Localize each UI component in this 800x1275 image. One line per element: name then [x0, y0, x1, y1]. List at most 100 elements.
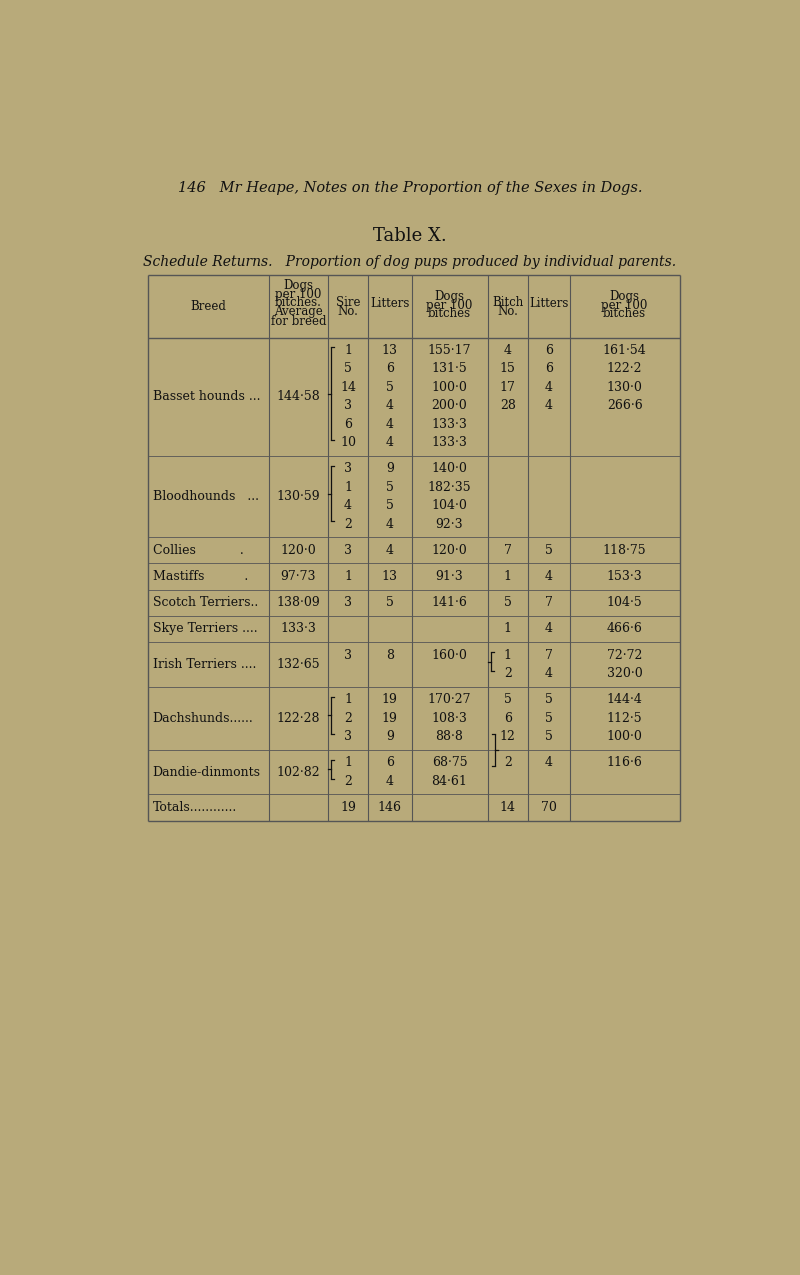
- Text: 7: 7: [545, 597, 553, 609]
- Text: 266·6: 266·6: [607, 399, 642, 412]
- Text: Scotch Terriers..: Scotch Terriers..: [153, 597, 258, 609]
- Text: 13: 13: [382, 344, 398, 357]
- Text: 5: 5: [386, 481, 394, 493]
- Text: No.: No.: [338, 306, 358, 319]
- Text: 1: 1: [344, 481, 352, 493]
- Text: 72·72: 72·72: [607, 649, 642, 662]
- Text: Mastiffs          .: Mastiffs .: [153, 570, 248, 583]
- Text: 104·5: 104·5: [607, 597, 642, 609]
- Text: 116·6: 116·6: [606, 756, 642, 769]
- Text: 5: 5: [545, 694, 553, 706]
- Text: per 100: per 100: [275, 288, 322, 301]
- Text: 9: 9: [386, 463, 394, 476]
- Text: 6: 6: [344, 417, 352, 431]
- Text: 3: 3: [344, 399, 352, 412]
- Text: 4: 4: [545, 667, 553, 680]
- Text: 146   Mr Heape, Notes on the Proportion of the Sexes in Dogs.: 146 Mr Heape, Notes on the Proportion of…: [178, 181, 642, 195]
- Text: 1: 1: [344, 344, 352, 357]
- Text: 5: 5: [504, 597, 511, 609]
- Text: 1: 1: [504, 649, 512, 662]
- Text: Schedule Returns.   Proportion of dog pups produced by individual parents.: Schedule Returns. Proportion of dog pups…: [143, 255, 677, 269]
- Text: 161·54: 161·54: [603, 344, 646, 357]
- Text: Skye Terriers ....: Skye Terriers ....: [153, 622, 258, 635]
- Text: bitches: bitches: [603, 307, 646, 320]
- Text: 4: 4: [504, 344, 512, 357]
- Text: 1: 1: [504, 570, 512, 583]
- Text: 118·75: 118·75: [603, 544, 646, 557]
- Text: 132·65: 132·65: [277, 658, 320, 671]
- Text: 4: 4: [344, 499, 352, 513]
- Text: Table X.: Table X.: [373, 227, 447, 245]
- Text: per 100: per 100: [426, 298, 473, 311]
- Text: 6: 6: [504, 711, 512, 724]
- Text: 112·5: 112·5: [607, 711, 642, 724]
- Text: 88·8: 88·8: [435, 731, 463, 743]
- Text: 68·75: 68·75: [432, 756, 467, 769]
- Text: 12: 12: [500, 731, 515, 743]
- Text: 4: 4: [386, 775, 394, 788]
- Text: 28: 28: [500, 399, 515, 412]
- Text: 10: 10: [340, 436, 356, 449]
- Text: 131·5: 131·5: [432, 362, 467, 375]
- Text: 8: 8: [386, 649, 394, 662]
- Text: 108·3: 108·3: [431, 711, 467, 724]
- Text: 144·4: 144·4: [606, 694, 642, 706]
- Text: 4: 4: [386, 518, 394, 530]
- Text: No.: No.: [498, 306, 518, 319]
- Text: 1: 1: [344, 694, 352, 706]
- Text: Dachshunds......: Dachshunds......: [153, 711, 254, 724]
- Text: 14: 14: [500, 801, 516, 813]
- Text: 7: 7: [504, 544, 511, 557]
- Text: 4: 4: [386, 399, 394, 412]
- Text: 200·0: 200·0: [432, 399, 467, 412]
- Text: 2: 2: [504, 667, 511, 680]
- Text: 9: 9: [386, 731, 394, 743]
- Text: 3: 3: [344, 463, 352, 476]
- Text: 1: 1: [344, 570, 352, 583]
- Text: Litters: Litters: [529, 297, 569, 310]
- Text: Irish Terriers ....: Irish Terriers ....: [153, 658, 256, 671]
- Text: 5: 5: [545, 544, 553, 557]
- Text: 5: 5: [386, 380, 394, 394]
- Text: 7: 7: [545, 649, 553, 662]
- Text: Dandie-dinmonts: Dandie-dinmonts: [153, 765, 261, 779]
- Text: 133·3: 133·3: [431, 417, 467, 431]
- Text: Litters: Litters: [370, 297, 410, 310]
- Text: 2: 2: [504, 756, 511, 769]
- Text: 102·82: 102·82: [277, 765, 320, 779]
- Text: 146: 146: [378, 801, 402, 813]
- Text: 104·0: 104·0: [431, 499, 467, 513]
- Text: for breed: for breed: [270, 315, 326, 328]
- Text: 14: 14: [340, 380, 356, 394]
- Text: 19: 19: [340, 801, 356, 813]
- Text: 13: 13: [382, 570, 398, 583]
- Text: 6: 6: [545, 344, 553, 357]
- Text: Dogs: Dogs: [610, 289, 640, 303]
- Text: 182·35: 182·35: [428, 481, 471, 493]
- Text: 4: 4: [545, 756, 553, 769]
- Text: 4: 4: [386, 436, 394, 449]
- Text: 92·3: 92·3: [436, 518, 463, 530]
- Text: 6: 6: [386, 756, 394, 769]
- Text: 100·0: 100·0: [606, 731, 642, 743]
- Text: 133·3: 133·3: [431, 436, 467, 449]
- Text: 15: 15: [500, 362, 515, 375]
- Text: 1: 1: [344, 756, 352, 769]
- Text: Sire: Sire: [336, 296, 360, 310]
- Text: 4: 4: [545, 570, 553, 583]
- Text: 2: 2: [344, 711, 352, 724]
- Text: per 100: per 100: [602, 298, 648, 311]
- Text: 5: 5: [344, 362, 352, 375]
- Text: Bitch: Bitch: [492, 296, 523, 310]
- Text: Dogs: Dogs: [434, 289, 465, 303]
- Text: 17: 17: [500, 380, 515, 394]
- Text: 1: 1: [504, 622, 512, 635]
- Text: 4: 4: [545, 380, 553, 394]
- Text: 3: 3: [344, 649, 352, 662]
- Text: 122·28: 122·28: [277, 711, 320, 724]
- Text: 4: 4: [386, 544, 394, 557]
- Text: 120·0: 120·0: [281, 544, 316, 557]
- Text: 19: 19: [382, 711, 398, 724]
- Text: 4: 4: [386, 417, 394, 431]
- Text: 2: 2: [344, 518, 352, 530]
